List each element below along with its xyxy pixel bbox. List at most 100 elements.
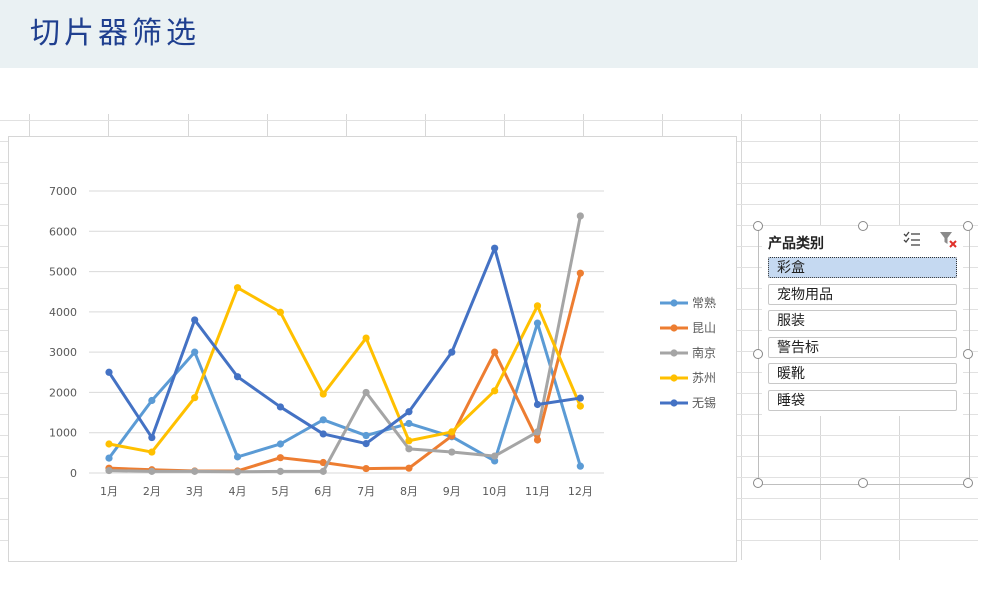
legend-marker (670, 399, 678, 407)
slicer-item[interactable]: 彩盒 (768, 257, 957, 278)
data-point (319, 390, 327, 398)
x-tick-label: 7月 (357, 485, 375, 498)
data-point (491, 348, 499, 356)
data-point (405, 419, 413, 428)
chart-svg: 0 1000 2000 3000 4000 5000 6000 7000 1月 2月 3月 4月 5月 6… (49, 185, 716, 498)
line-chart[interactable]: 0 1000 2000 3000 4000 5000 6000 7000 1月 2月 3月 4月 5月 6… (8, 136, 737, 562)
x-tick-label: 3月 (186, 485, 204, 498)
data-point (105, 368, 113, 376)
data-point (491, 452, 499, 460)
data-point (319, 458, 327, 467)
y-tick-label: 3000 (49, 346, 77, 359)
resize-handle[interactable] (753, 349, 763, 359)
resize-handle[interactable] (753, 478, 763, 488)
data-point (533, 436, 542, 444)
x-tick-label: 10月 (482, 485, 507, 498)
data-point (276, 454, 284, 462)
resize-handle[interactable] (858, 478, 868, 488)
data-point (362, 431, 370, 440)
series-line-苏州 (108, 286, 582, 454)
data-point (362, 464, 370, 473)
y-tick-label: 5000 (49, 266, 77, 279)
data-point (233, 284, 242, 292)
resize-handle[interactable] (753, 221, 763, 231)
data-point (148, 467, 156, 475)
slicer-title: 产品类别 (768, 236, 824, 252)
data-point (448, 348, 456, 356)
data-point (448, 448, 456, 456)
x-tick-label: 11月 (525, 485, 550, 498)
resize-handle[interactable] (963, 221, 973, 231)
resize-handle[interactable] (963, 349, 973, 359)
x-tick-label: 6月 (314, 485, 332, 498)
data-point (276, 403, 284, 411)
legend-marker (670, 299, 678, 307)
slicer-item[interactable]: 睡袋 (768, 390, 957, 411)
legend-label: 南京 (692, 345, 716, 360)
data-point (448, 428, 456, 436)
data-point (191, 467, 199, 475)
data-point (576, 394, 584, 402)
data-point (105, 454, 113, 462)
data-point (362, 388, 370, 397)
resize-handle[interactable] (858, 221, 868, 231)
slicer-item[interactable]: 暖靴 (768, 363, 957, 385)
legend-marker (670, 349, 678, 357)
data-point (148, 448, 156, 456)
y-tick-label: 0 (70, 467, 77, 480)
data-point (405, 408, 413, 416)
data-point (276, 440, 284, 448)
x-tick-label: 2月 (143, 485, 161, 498)
slicer-item[interactable]: 警告标 (768, 336, 957, 358)
grid-row-line (0, 120, 978, 121)
data-point (191, 348, 199, 356)
data-point (576, 402, 584, 410)
data-point (533, 400, 542, 409)
data-point (233, 453, 242, 461)
data-point (491, 387, 499, 395)
data-point (276, 308, 284, 316)
data-point (533, 302, 542, 310)
legend-label: 无锡 (692, 395, 716, 410)
x-tick-label: 5月 (271, 485, 289, 498)
data-point (148, 433, 156, 442)
page-title: 切片器筛选 (30, 16, 200, 51)
data-point (405, 437, 413, 445)
legend-label: 昆山 (692, 321, 716, 335)
clear-filter-icon[interactable] (938, 229, 958, 249)
data-point (148, 396, 156, 405)
data-point (533, 428, 542, 436)
slicer-item[interactable]: 服装 (768, 310, 957, 332)
legend-label: 常熟 (692, 295, 716, 310)
data-point (576, 462, 584, 470)
data-point (105, 440, 113, 448)
title-banner: 切片器筛选 (0, 0, 978, 68)
x-tick-label: 1月 (100, 485, 118, 498)
data-point (319, 416, 327, 424)
data-point (191, 394, 199, 402)
legend-marker (670, 324, 678, 332)
data-point (491, 244, 499, 252)
data-point (576, 269, 584, 277)
legend-label: 苏州 (692, 371, 716, 385)
data-point (362, 334, 370, 342)
y-tick-label: 2000 (49, 386, 77, 399)
data-point (105, 466, 113, 475)
data-point (233, 373, 242, 381)
y-tick-label: 1000 (49, 427, 77, 440)
resize-handle[interactable] (963, 478, 973, 488)
data-point (405, 464, 413, 472)
data-point (533, 319, 542, 327)
y-tick-label: 6000 (49, 225, 77, 238)
x-tick-label: 12月 (568, 485, 593, 498)
multi-select-icon[interactable] (902, 230, 922, 248)
series-line-无锡 (107, 246, 581, 446)
series-line-常熟 (107, 321, 582, 467)
x-tick-label: 9月 (443, 485, 461, 498)
series-line-南京 (108, 215, 582, 474)
slicer-panel[interactable]: 产品类别 彩盒宠物用品服装警告标暖靴睡袋 (762, 226, 963, 416)
slicer-item[interactable]: 宠物用品 (768, 283, 957, 305)
data-point (191, 316, 199, 324)
data-point (319, 467, 327, 475)
x-tick-label: 4月 (229, 485, 247, 498)
